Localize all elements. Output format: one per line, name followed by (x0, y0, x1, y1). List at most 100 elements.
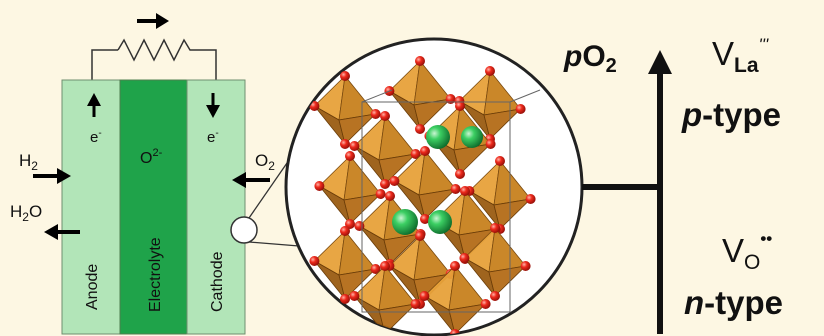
oxygen-atom (419, 291, 430, 301)
svg-text:p-type: p-type (681, 96, 781, 133)
oxygen-atom (420, 214, 430, 224)
top-defect-symbol: V (712, 35, 734, 72)
oxygen-atom (309, 101, 320, 111)
oxygen-atom (389, 176, 400, 186)
octahedron-face (338, 268, 377, 300)
octahedron-face (378, 153, 417, 185)
top-type-prefix: p (681, 96, 702, 133)
h2o-label-h: H (10, 202, 22, 221)
h2o-label-o: O (29, 202, 42, 221)
top-type-suffix: -type (702, 96, 781, 133)
svg-text:H2O: H2O (10, 202, 42, 224)
electrolyte-layer (119, 79, 188, 335)
oxygen-atom (480, 299, 491, 309)
oxygen-atom (415, 124, 425, 134)
octahedron-face (483, 108, 522, 140)
lanthanum-cation (426, 125, 450, 149)
unit-cell-outline (361, 101, 511, 313)
oxide-ion-label: O (140, 150, 152, 167)
anode-label: Anode (84, 264, 101, 310)
svg-text:VO••: VO•• (722, 229, 772, 274)
oxygen-atom (459, 253, 470, 263)
electron-down-arrow-icon (206, 93, 220, 118)
h2-in-arrow-icon (33, 168, 71, 184)
octahedron-face (418, 188, 457, 220)
anode-layer (61, 79, 121, 335)
o2-label: O (255, 151, 268, 170)
oxygen-atom (455, 169, 465, 179)
oxygen-atom (420, 146, 430, 156)
oxygen-atom (349, 141, 360, 151)
oxygen-atom (380, 261, 390, 271)
oxygen-atom (354, 221, 365, 231)
scale-up-arrow-icon (648, 50, 672, 74)
lanthanum-cation (461, 126, 483, 148)
oxygen-atom (309, 256, 320, 266)
perovskite-lattice (309, 56, 541, 335)
bottom-type-prefix: n (684, 284, 704, 321)
svg-text:e-: e- (207, 128, 219, 146)
current-direction-arrow-icon (137, 13, 169, 29)
oxygen-atom (375, 189, 386, 199)
external-circuit-wire (91, 49, 217, 80)
oxygen-atom (340, 71, 350, 81)
oxygen-atom (415, 56, 425, 66)
oxygen-atom (450, 184, 461, 194)
h2o-out-arrow-icon (44, 224, 80, 240)
h2-label: H (19, 151, 31, 170)
oxygen-atom (345, 151, 355, 161)
oxide-ion-charge: 2- (152, 147, 162, 159)
svg-text:n-type: n-type (684, 284, 783, 321)
oxygen-atom (380, 329, 390, 335)
svg-text:H2: H2 (19, 151, 38, 173)
oxygen-atom (349, 291, 360, 301)
octahedron-face (383, 233, 422, 265)
bottom-defect-superscript: •• (760, 229, 772, 248)
oxygen-atom (485, 139, 496, 149)
electron-up-arrow-icon (87, 93, 101, 117)
bottom-defect-subscript: O (744, 251, 760, 274)
oxygen-atom (515, 104, 526, 114)
lanthanum-cation (392, 209, 418, 235)
oxygen-atom (385, 191, 395, 201)
h2-subscript: 2 (31, 159, 38, 173)
oxygen-atom (525, 194, 536, 204)
oxygen-atom (314, 181, 325, 191)
oxygen-atom (450, 261, 460, 271)
bottom-type-suffix: -type (704, 284, 783, 321)
octahedron-face (338, 113, 377, 145)
axis-label-p: p (563, 40, 582, 73)
fuel-cell: e- e- O2- Anode Electrolyte Cathode H2 H… (10, 13, 275, 335)
electrolyte-label: Electrolyte (147, 237, 164, 312)
top-defect-superscript: ''' (759, 35, 769, 54)
unit-cell-edge (361, 89, 393, 103)
oxygen-atom (485, 66, 495, 76)
o2-subscript: 2 (268, 159, 275, 173)
oxygen-atom (370, 109, 381, 119)
axis-label-sub: 2 (606, 55, 617, 77)
svg-text:O2-: O2- (140, 147, 163, 167)
svg-text:VLa''': VLa''' (712, 35, 769, 77)
oxygen-atom (370, 264, 381, 274)
oxygen-atom (380, 111, 390, 121)
resistor-icon (117, 38, 196, 62)
oxygen-atom (460, 186, 470, 196)
oxygen-atom (380, 179, 390, 189)
cathode-layer (186, 79, 246, 335)
oxygen-atom (340, 294, 350, 304)
oxygen-atom (345, 219, 355, 229)
oxygen-atom (495, 156, 505, 166)
oxygen-atom (455, 101, 465, 111)
oxygen-atom (520, 261, 531, 271)
crystal-structure (284, 37, 584, 336)
electron-charge-right: - (215, 128, 218, 139)
oxygen-atom (410, 149, 421, 159)
oxygen-atom (410, 299, 421, 309)
axis-label-o: O (582, 40, 605, 73)
octahedron-face (493, 198, 532, 230)
oxygen-atom (340, 139, 350, 149)
h2o-subscript: 2 (22, 210, 29, 224)
magnified-spot (230, 216, 258, 244)
bottom-defect-symbol: V (722, 232, 744, 269)
